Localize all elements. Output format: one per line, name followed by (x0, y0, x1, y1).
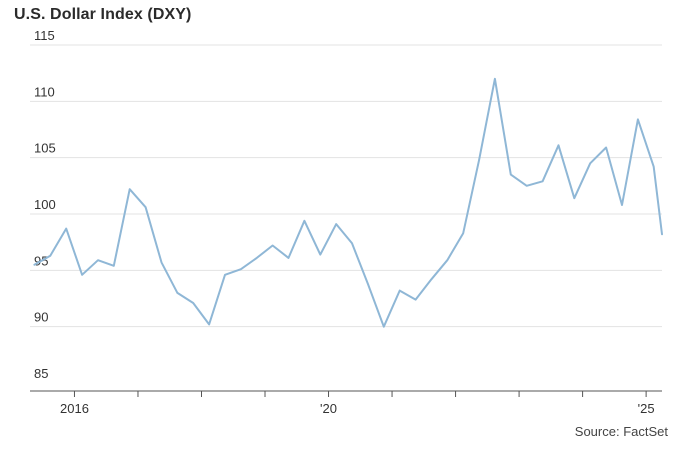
x-tick-label: '20 (320, 401, 337, 416)
y-tick-label: 100 (34, 197, 56, 212)
x-axis (30, 390, 662, 397)
y-tick-label: 115 (34, 28, 55, 43)
chart-source: Source: FactSet (574, 424, 668, 439)
x-axis-tick-labels: 2016 '20 '25 (60, 401, 655, 416)
y-tick-label: 110 (34, 84, 55, 99)
y-tick-label: 85 (34, 366, 48, 381)
series-layer (33, 77, 663, 328)
gridlines (30, 44, 662, 328)
x-tick-label: 2016 (60, 401, 89, 416)
y-tick-label: 105 (34, 141, 56, 156)
y-tick-label: 90 (34, 310, 48, 325)
x-tick-label: '25 (638, 401, 655, 416)
chart-title: U.S. Dollar Index (DXY) (14, 6, 192, 23)
series-line (33, 77, 663, 328)
